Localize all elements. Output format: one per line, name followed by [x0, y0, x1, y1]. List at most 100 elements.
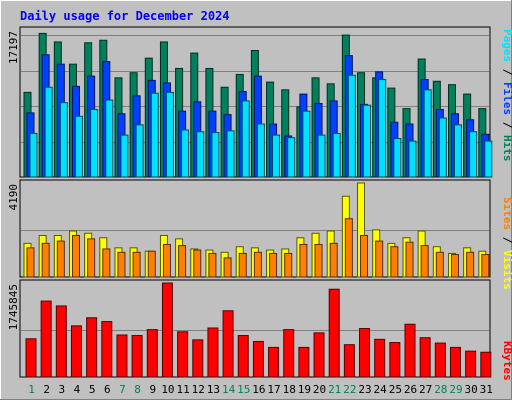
bar-kbytes-day-13 [207, 327, 219, 378]
bars-kbytes [25, 282, 492, 378]
x-tick-label-day-27: 27 [419, 383, 432, 396]
x-tick-label-day-4: 4 [74, 383, 81, 396]
bar-pages-day-6 [105, 99, 114, 178]
bar-sites-day-14 [223, 257, 232, 278]
x-tick-label-day-26: 26 [404, 383, 417, 396]
bar-pages-day-4 [74, 115, 83, 178]
bar-sites-day-9 [147, 250, 156, 278]
bar-pages-day-15 [241, 100, 250, 178]
bar-pages-day-7 [120, 134, 129, 178]
bar-kbytes-day-16 [252, 340, 264, 378]
bar-sites-day-28 [435, 251, 444, 278]
bar-kbytes-day-9 [146, 329, 158, 378]
bar-pages-day-10 [165, 91, 174, 178]
bar-pages-day-16 [256, 123, 265, 178]
bar-kbytes-day-21 [328, 288, 340, 378]
legend-item-pages: Pages [501, 29, 512, 62]
legend-item-hits: Hits [501, 135, 512, 162]
bar-pages-day-31 [484, 140, 493, 178]
bar-kbytes-day-24 [374, 338, 386, 378]
ymax-label-visits-sites: 4190 [7, 184, 20, 211]
bar-kbytes-day-7 [116, 334, 128, 378]
x-tick-label-day-21: 21 [328, 383, 341, 396]
bar-sites-day-30 [466, 251, 475, 278]
bar-kbytes-day-6 [101, 321, 113, 378]
legend-item-files: Files [501, 82, 512, 115]
x-tick-label-day-7: 7 [119, 383, 126, 396]
bars-pages-files-hits [23, 32, 493, 178]
bar-pages-day-12 [196, 131, 205, 178]
x-tick-label-day-9: 9 [149, 383, 156, 396]
bar-sites-day-2 [41, 242, 50, 278]
bar-sites-day-7 [117, 251, 126, 278]
bar-sites-day-22 [344, 218, 353, 278]
legend-separator: / [501, 230, 512, 250]
bar-sites-day-11 [178, 245, 187, 278]
bar-sites-day-29 [450, 254, 459, 278]
legend-item-kbytes: KBytes [501, 341, 512, 381]
bar-kbytes-day-18 [283, 329, 295, 378]
bar-pages-day-25 [393, 138, 402, 178]
legend-item-visits: Visits [501, 250, 512, 290]
bar-kbytes-day-17 [268, 346, 280, 378]
bar-kbytes-day-5 [86, 317, 98, 378]
bar-kbytes-day-4 [70, 325, 82, 378]
bar-kbytes-day-10 [161, 282, 173, 378]
x-tick-label-day-3: 3 [59, 383, 66, 396]
bar-kbytes-day-30 [465, 350, 477, 378]
bar-kbytes-day-12 [192, 339, 204, 378]
bar-pages-day-24 [378, 79, 387, 178]
bar-pages-day-3 [59, 102, 68, 178]
bar-sites-day-27 [420, 245, 429, 278]
bar-kbytes-day-1 [25, 338, 37, 378]
bar-kbytes-day-22 [343, 344, 355, 378]
bar-pages-day-21 [332, 132, 341, 178]
x-tick-label-day-28: 28 [434, 383, 447, 396]
x-tick-label-day-1: 1 [28, 383, 35, 396]
bar-pages-day-23 [363, 104, 372, 178]
x-tick-label-day-16: 16 [252, 383, 265, 396]
x-tick-label-day-8: 8 [134, 383, 141, 396]
bar-kbytes-day-27 [419, 337, 431, 378]
bar-sites-day-17 [269, 252, 278, 278]
bar-kbytes-day-14 [222, 310, 234, 378]
bar-pages-day-20 [317, 134, 326, 178]
bar-sites-day-18 [284, 252, 293, 278]
bar-pages-day-9 [150, 92, 159, 178]
bar-kbytes-day-8 [131, 335, 143, 378]
bar-kbytes-day-2 [40, 300, 52, 378]
x-tick-label-day-17: 17 [267, 383, 280, 396]
bar-sites-day-16 [253, 251, 262, 278]
bar-pages-day-28 [438, 117, 447, 178]
bar-pages-day-14 [226, 130, 235, 178]
bar-kbytes-day-11 [177, 331, 189, 378]
bar-sites-day-13 [208, 252, 217, 278]
x-tick-label-day-11: 11 [176, 383, 189, 396]
x-tick-label-day-12: 12 [192, 383, 205, 396]
bars-visits-sites [23, 182, 490, 278]
bar-sites-day-20 [314, 243, 323, 278]
x-tick-label-day-24: 24 [374, 383, 388, 396]
ymax-label-kbytes: 1745845 [7, 284, 20, 330]
bar-pages-day-17 [272, 134, 281, 178]
bar-sites-day-21 [329, 242, 338, 278]
bar-kbytes-day-3 [55, 305, 67, 378]
bar-sites-day-8 [132, 251, 141, 278]
bar-sites-day-12 [193, 249, 202, 278]
x-tick-label-day-10: 10 [161, 383, 174, 396]
bar-pages-day-19 [302, 110, 311, 178]
bar-pages-day-27 [423, 89, 432, 178]
x-tick-label-day-5: 5 [89, 383, 96, 396]
bar-sites-day-31 [481, 254, 490, 278]
x-tick-label-day-23: 23 [358, 383, 371, 396]
bar-sites-day-4 [71, 234, 80, 278]
bar-sites-day-19 [299, 243, 308, 278]
bar-pages-day-22 [347, 74, 356, 178]
panel-kbytes: 1745845 KBytes [7, 279, 512, 381]
legend-separator: / [501, 62, 512, 82]
bar-sites-day-3 [56, 240, 65, 278]
bar-sites-day-23 [360, 234, 369, 278]
bar-pages-day-5 [90, 108, 99, 178]
bar-sites-day-5 [87, 238, 96, 278]
panel-pages-files-hits: 17197 Pages / Files / Hits [7, 26, 512, 178]
